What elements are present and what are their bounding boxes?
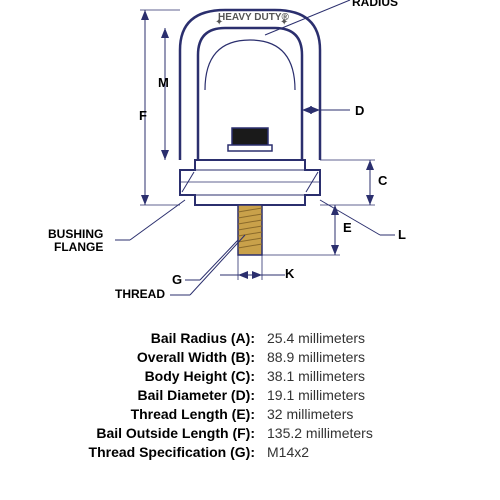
thread-label: THREAD bbox=[115, 288, 165, 301]
radius-label: RADIUS bbox=[352, 0, 398, 9]
spec-label: Bail Radius (A): bbox=[60, 330, 267, 346]
dim-G: G bbox=[172, 272, 182, 287]
spec-value: 38.1 millimeters bbox=[267, 368, 365, 384]
heavy-duty-label: HEAVY DUTY® bbox=[218, 12, 289, 23]
spec-row: Body Height (C): 38.1 millimeters bbox=[60, 368, 460, 384]
spec-value: 25.4 millimeters bbox=[267, 330, 365, 346]
spec-row: Bail Outside Length (F): 135.2 millimete… bbox=[60, 425, 460, 441]
dim-D: D bbox=[355, 103, 364, 118]
spec-label: Overall Width (B): bbox=[60, 349, 267, 365]
spec-row: Thread Length (E): 32 millimeters bbox=[60, 406, 460, 422]
spec-value: 88.9 millimeters bbox=[267, 349, 365, 365]
spec-row: Bail Diameter (D): 19.1 millimeters bbox=[60, 387, 460, 403]
dim-F: F bbox=[139, 108, 147, 123]
dim-L: L bbox=[398, 227, 406, 242]
technical-diagram: ✦ ✦ HEAVY DUTY® RADIUS BUSHING FLANGE TH… bbox=[0, 0, 500, 320]
spec-value: 19.1 millimeters bbox=[267, 387, 365, 403]
spec-value: 135.2 millimeters bbox=[267, 425, 373, 441]
dim-E: E bbox=[343, 220, 352, 235]
spec-label: Bail Diameter (D): bbox=[60, 387, 267, 403]
spec-row: Bail Radius (A): 25.4 millimeters bbox=[60, 330, 460, 346]
spec-label: Thread Length (E): bbox=[60, 406, 267, 422]
dim-C: C bbox=[378, 173, 387, 188]
specifications-table: Bail Radius (A): 25.4 millimeters Overal… bbox=[60, 330, 460, 463]
spec-value: 32 millimeters bbox=[267, 406, 353, 422]
dim-M: M bbox=[158, 75, 169, 90]
dim-K: K bbox=[285, 266, 294, 281]
spec-label: Bail Outside Length (F): bbox=[60, 425, 267, 441]
spec-label: Thread Specification (G): bbox=[60, 444, 267, 460]
spec-label: Body Height (C): bbox=[60, 368, 267, 384]
spec-row: Overall Width (B): 88.9 millimeters bbox=[60, 349, 460, 365]
bushing-flange-label: BUSHING FLANGE bbox=[48, 228, 103, 254]
spec-value: M14x2 bbox=[267, 444, 309, 460]
spec-row: Thread Specification (G): M14x2 bbox=[60, 444, 460, 460]
